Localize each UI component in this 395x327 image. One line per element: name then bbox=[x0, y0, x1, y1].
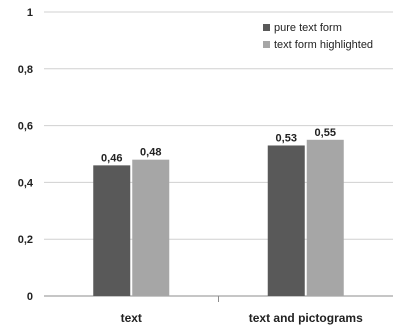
data-label: 0,55 bbox=[315, 127, 336, 139]
legend-label: pure text form bbox=[274, 22, 342, 34]
legend-swatch bbox=[263, 41, 270, 48]
legend: pure text form text form highlighted bbox=[263, 22, 373, 51]
bar bbox=[267, 145, 305, 296]
x-category-label: text bbox=[121, 311, 142, 325]
legend-swatch bbox=[263, 24, 270, 31]
bar bbox=[306, 139, 344, 296]
data-label: 0,46 bbox=[101, 152, 122, 164]
y-tick-label: 0,6 bbox=[18, 121, 33, 133]
y-tick-label: 1 bbox=[27, 7, 33, 19]
bar bbox=[132, 159, 170, 296]
bar bbox=[93, 165, 131, 296]
legend-label: text form highlighted bbox=[274, 39, 373, 51]
y-tick-label: 0,8 bbox=[18, 64, 33, 76]
y-tick-labels: 0 0,2 0,4 0,6 0,8 1 bbox=[18, 7, 34, 303]
axes bbox=[44, 295, 393, 302]
data-labels: 0,46 0,48 0,53 0,55 bbox=[101, 127, 336, 165]
y-tick-label: 0,4 bbox=[18, 177, 34, 189]
y-tick-label: 0 bbox=[27, 291, 33, 303]
x-category-labels: text text and pictograms bbox=[121, 311, 364, 325]
data-label: 0,48 bbox=[140, 147, 161, 159]
bars bbox=[93, 139, 344, 296]
data-label: 0,53 bbox=[276, 132, 297, 144]
y-tick-label: 0,2 bbox=[18, 234, 33, 246]
x-category-label: text and pictograms bbox=[249, 311, 363, 325]
